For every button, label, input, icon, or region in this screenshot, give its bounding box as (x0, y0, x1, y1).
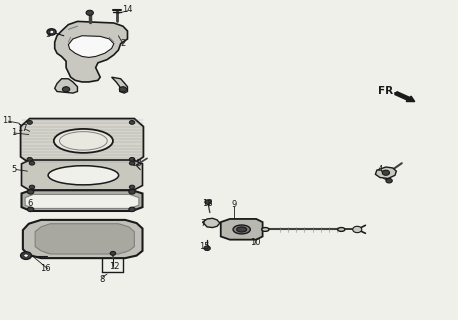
Text: 17: 17 (17, 124, 28, 132)
Circle shape (386, 179, 392, 183)
Circle shape (21, 252, 32, 260)
Text: 5: 5 (11, 165, 16, 174)
Circle shape (110, 252, 116, 255)
Circle shape (129, 157, 135, 161)
Text: 2: 2 (120, 39, 125, 48)
Text: 14: 14 (122, 5, 133, 14)
Text: 10: 10 (250, 238, 260, 247)
Ellipse shape (237, 227, 247, 232)
Polygon shape (21, 119, 143, 163)
Polygon shape (55, 79, 77, 93)
Ellipse shape (262, 228, 269, 231)
Circle shape (86, 10, 93, 15)
Text: 1: 1 (11, 128, 16, 137)
Text: 8: 8 (100, 275, 105, 284)
Polygon shape (55, 21, 127, 82)
Circle shape (129, 121, 135, 124)
Polygon shape (25, 195, 139, 208)
Polygon shape (202, 218, 220, 228)
FancyArrow shape (395, 92, 415, 101)
Text: FR.: FR. (378, 86, 397, 97)
Circle shape (382, 170, 389, 175)
Circle shape (129, 190, 135, 194)
Circle shape (204, 246, 210, 251)
Ellipse shape (338, 228, 345, 231)
Polygon shape (112, 77, 127, 93)
Text: 15: 15 (200, 242, 210, 251)
Circle shape (29, 185, 35, 189)
Ellipse shape (54, 129, 113, 153)
Polygon shape (35, 224, 134, 254)
Circle shape (29, 161, 35, 165)
Text: 18: 18 (202, 198, 213, 207)
Polygon shape (221, 219, 262, 240)
Ellipse shape (48, 166, 119, 185)
Text: 11: 11 (2, 116, 12, 125)
Circle shape (47, 29, 56, 35)
Text: 9: 9 (232, 200, 237, 209)
Circle shape (129, 207, 135, 212)
Circle shape (62, 87, 70, 92)
Circle shape (27, 207, 34, 212)
Text: 13: 13 (131, 159, 142, 168)
Polygon shape (68, 36, 114, 57)
Text: 6: 6 (27, 198, 33, 207)
Text: 4: 4 (377, 165, 382, 174)
Text: 12: 12 (109, 262, 119, 271)
Circle shape (24, 254, 28, 257)
Circle shape (353, 226, 362, 233)
Ellipse shape (233, 225, 251, 234)
Circle shape (27, 121, 33, 124)
Text: 7: 7 (200, 219, 205, 228)
Circle shape (129, 185, 135, 189)
Circle shape (129, 161, 135, 165)
Circle shape (27, 190, 34, 194)
Polygon shape (23, 220, 142, 258)
Text: 16: 16 (40, 264, 51, 273)
Circle shape (119, 87, 126, 92)
Polygon shape (22, 160, 142, 190)
Circle shape (205, 200, 211, 204)
Circle shape (49, 30, 54, 34)
Circle shape (27, 157, 33, 161)
Polygon shape (22, 190, 142, 211)
Polygon shape (376, 167, 396, 179)
Text: 3: 3 (45, 30, 50, 39)
